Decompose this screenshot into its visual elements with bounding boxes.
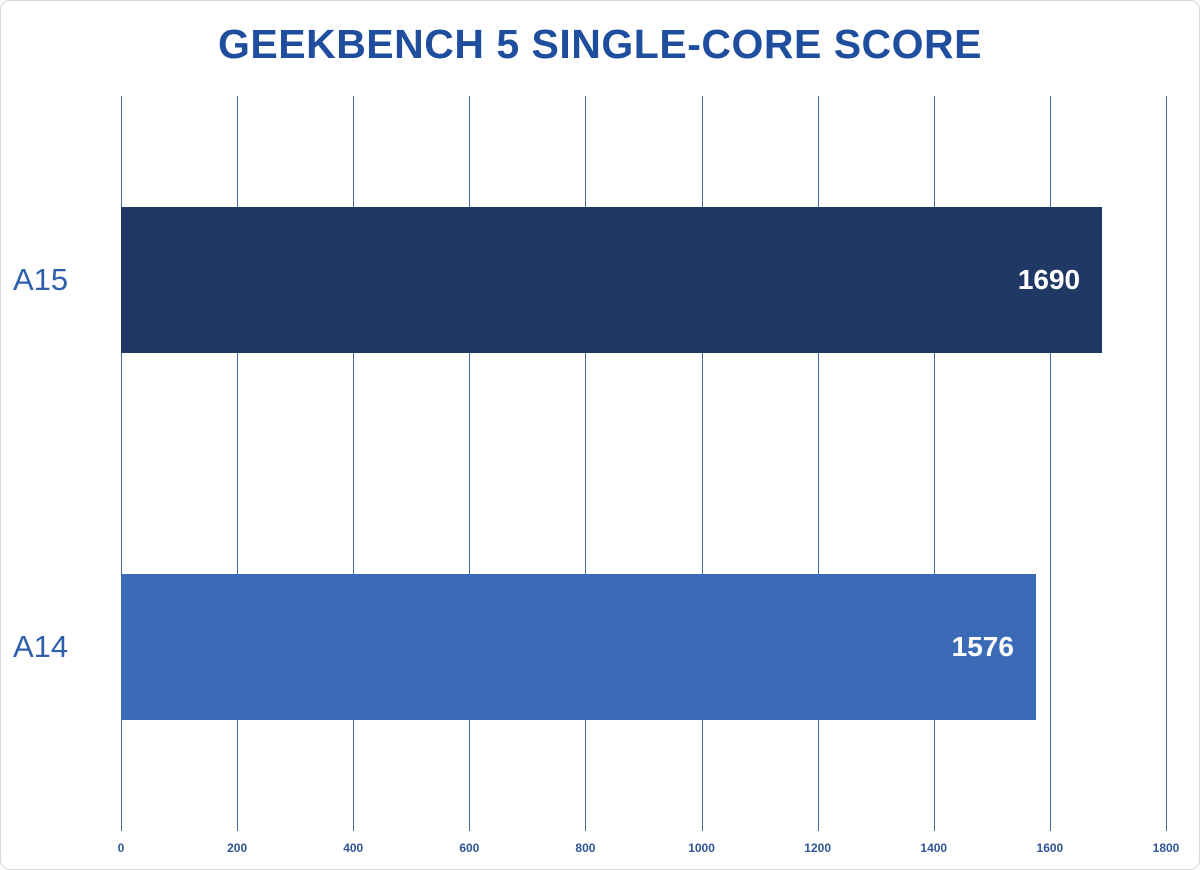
bar-value-label: 1576 — [951, 631, 1014, 663]
x-tick-label: 200 — [227, 841, 248, 855]
grid-line — [585, 96, 587, 831]
grid-line — [817, 96, 819, 831]
grid-line — [1049, 96, 1051, 831]
bar-value-label: 1690 — [1017, 263, 1081, 295]
category-label: A14 — [13, 629, 69, 665]
x-tick-label: 600 — [459, 841, 480, 855]
x-tick-label: 1800 — [1152, 841, 1180, 855]
grid-line — [121, 96, 122, 831]
category-gutter: A15 A14 — [1, 1, 121, 869]
x-tick-label: 1600 — [1036, 841, 1064, 855]
bar: 1690 — [121, 206, 1103, 353]
grid-line — [237, 96, 239, 831]
chart-title: GEEKBENCH 5 SINGLE-CORE SCORE — [218, 21, 982, 67]
x-axis: 0 200 400 600 800 1000 1200 1400 1600 1800 — [117, 841, 1180, 863]
grid-line — [933, 96, 935, 831]
plot-area: 1690 1576 — [121, 96, 1167, 831]
category-label: A15 — [13, 261, 69, 297]
x-tick-label: 800 — [575, 841, 596, 855]
bar: 1576 — [121, 574, 1036, 721]
grid-line — [701, 96, 703, 831]
grid-line — [469, 96, 471, 831]
grid-line — [353, 96, 355, 831]
x-tick-label: 0 — [117, 841, 125, 855]
x-tick-label: 400 — [343, 841, 364, 855]
x-tick-label: 1400 — [920, 841, 948, 855]
x-tick-label: 1000 — [688, 841, 715, 855]
x-tick-label: 1200 — [804, 841, 832, 855]
grid-line — [1166, 96, 1167, 831]
